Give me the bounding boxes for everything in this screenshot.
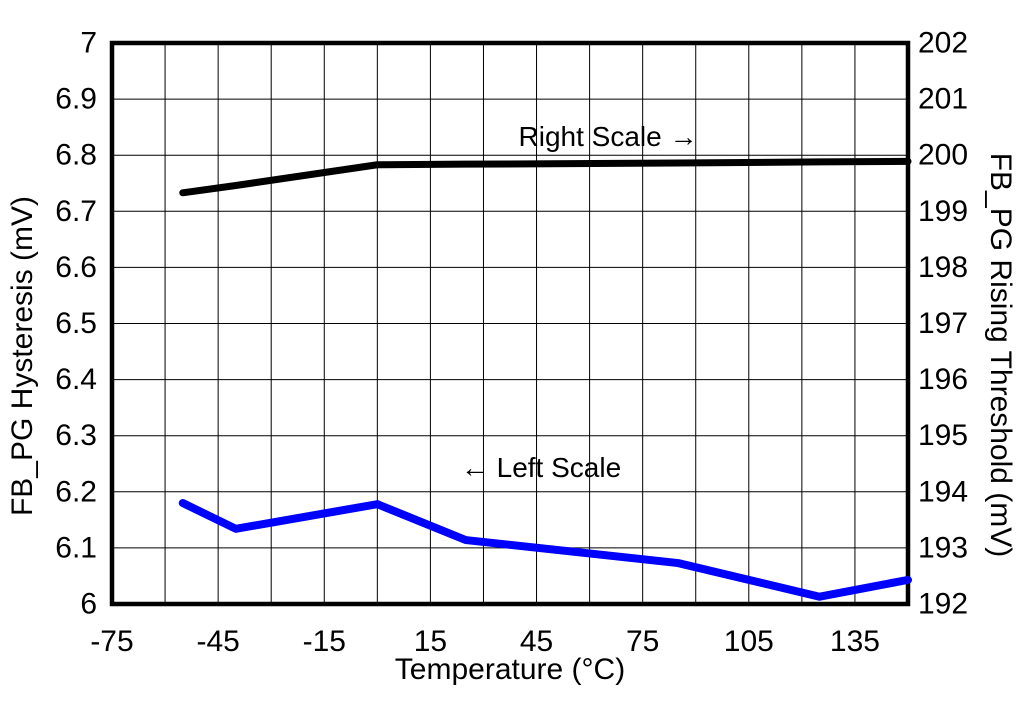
x-axis-tick-label: 135 <box>830 625 880 658</box>
left-axis-tick-label: 6.7 <box>55 195 97 228</box>
x-axis-tick-label: 45 <box>520 625 553 658</box>
x-axis-tick-label: 15 <box>414 625 447 658</box>
right-axis-tick-label: 197 <box>918 307 968 340</box>
right-axis-tick-label: 192 <box>918 588 968 621</box>
left-axis-tick-label: 6.1 <box>55 531 97 564</box>
left-axis-tick-label: 6 <box>80 588 97 621</box>
x-axis-tick-label: -15 <box>303 625 346 658</box>
x-axis-tick-label: -75 <box>90 625 133 658</box>
right-axis-tick-label: 199 <box>918 195 968 228</box>
left-axis-tick-label: 6.5 <box>55 307 97 340</box>
plot-border <box>109 40 911 607</box>
x-axis-tick-label: -45 <box>196 625 239 658</box>
left-axis-tick-label: 6.4 <box>55 363 97 396</box>
annotation-right-scale: Right Scale → <box>518 121 698 152</box>
right-axis-title: FB_PG Rising Threshold (mV) <box>984 152 1017 558</box>
series-line-right-scale <box>179 157 912 197</box>
x-axis-title: Temperature (°C) <box>394 653 626 686</box>
x-axis-tick-label: 75 <box>626 625 659 658</box>
left-axis-tick-label: 6.2 <box>55 475 97 508</box>
left-axis-tick-label: 6.3 <box>55 419 97 452</box>
left-axis-tick-label: 6.9 <box>55 83 97 116</box>
right-axis-tick-label: 195 <box>918 419 968 452</box>
x-axis-tick-label: 105 <box>724 625 774 658</box>
right-axis-tick-label: 194 <box>918 475 968 508</box>
left-axis-tick-label: 6.6 <box>55 251 97 284</box>
right-axis-tick-label: 196 <box>918 363 968 396</box>
right-axis-tick-label: 200 <box>918 139 968 172</box>
right-axis-tick-label: 193 <box>918 531 968 564</box>
right-axis-tick-label: 198 <box>918 251 968 284</box>
left-axis-tick-label: 6.8 <box>55 139 97 172</box>
right-axis-tick-label: 201 <box>918 83 968 116</box>
series-line-left-scale <box>178 499 912 601</box>
right-axis-tick-label: 202 <box>918 27 968 60</box>
annotation-left-scale: ← Left Scale <box>460 452 622 483</box>
left-axis-tick-label: 7 <box>80 27 97 60</box>
left-axis-title: FB_PG Hysteresis (mV) <box>6 195 39 517</box>
